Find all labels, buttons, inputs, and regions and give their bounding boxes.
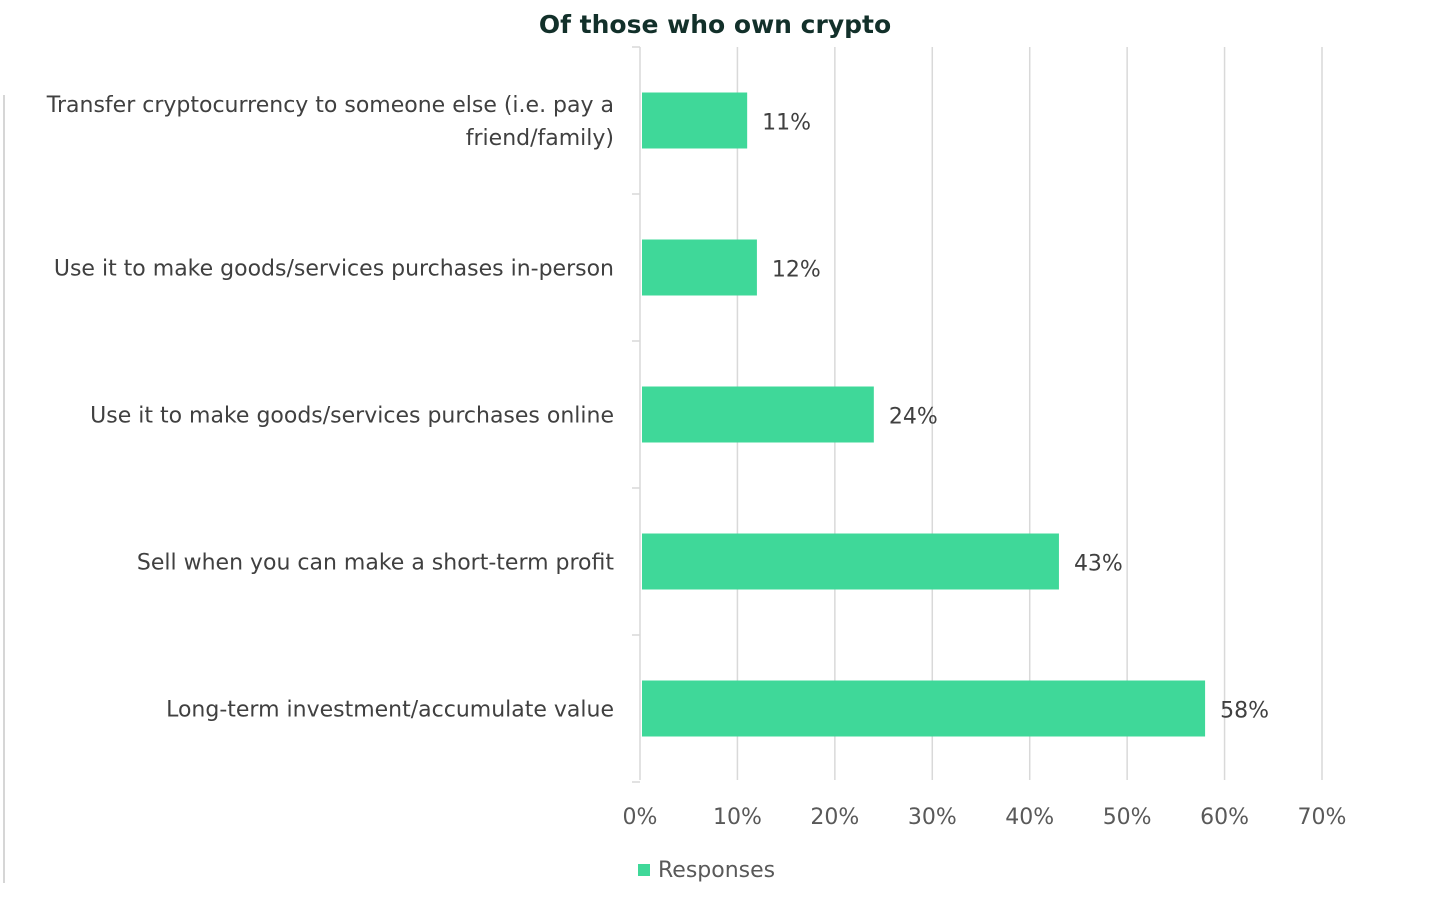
bar — [642, 533, 1059, 590]
category-label: Transfer cryptocurrency to someone else … — [46, 93, 614, 151]
category-label-line: Transfer cryptocurrency to someone else … — [46, 93, 614, 118]
category-label-line: Use it to make goods/services purchases … — [90, 404, 614, 429]
x-tick-label: 50% — [1103, 805, 1152, 830]
x-tick-label: 40% — [1005, 805, 1054, 830]
legend: Responses — [638, 858, 775, 883]
legend-swatch — [638, 864, 650, 876]
category-label: Sell when you can make a short-term prof… — [137, 551, 614, 576]
category-labels: Transfer cryptocurrency to someone else … — [46, 93, 615, 723]
category-axis — [632, 46, 641, 783]
data-label: 11% — [762, 111, 811, 136]
data-label: 24% — [889, 405, 938, 430]
data-label: 43% — [1074, 552, 1123, 577]
bar — [642, 680, 1206, 737]
x-tick-label: 10% — [713, 805, 762, 830]
x-tick-label: 0% — [623, 805, 658, 830]
x-tick-labels: 0% 10% 20% 30% 40% 50% 60% 70% — [623, 805, 1347, 830]
x-tick-label: 20% — [810, 805, 859, 830]
x-tick-label: 70% — [1298, 805, 1347, 830]
bar — [642, 92, 748, 149]
category-label: Use it to make goods/services purchases … — [54, 257, 614, 282]
bar — [642, 239, 757, 296]
category-label-line: friend/family) — [466, 126, 614, 151]
x-tick-label: 30% — [908, 805, 957, 830]
data-label: 58% — [1220, 699, 1269, 724]
category-label-line: Long-term investment/accumulate value — [166, 698, 614, 723]
category-label-line: Use it to make goods/services purchases … — [54, 257, 614, 282]
category-label: Use it to make goods/services purchases … — [90, 404, 614, 429]
chart-title: Of those who own crypto — [539, 10, 891, 39]
category-label: Long-term investment/accumulate value — [166, 698, 614, 723]
category-label-line: Sell when you can make a short-term prof… — [137, 551, 614, 576]
bars — [642, 92, 1206, 737]
x-tick-label: 60% — [1200, 805, 1249, 830]
legend-label: Responses — [658, 858, 775, 883]
bar — [642, 386, 874, 443]
data-label: 12% — [772, 258, 821, 283]
data-labels: 11% 12% 24% 43% 58% — [762, 111, 1269, 724]
